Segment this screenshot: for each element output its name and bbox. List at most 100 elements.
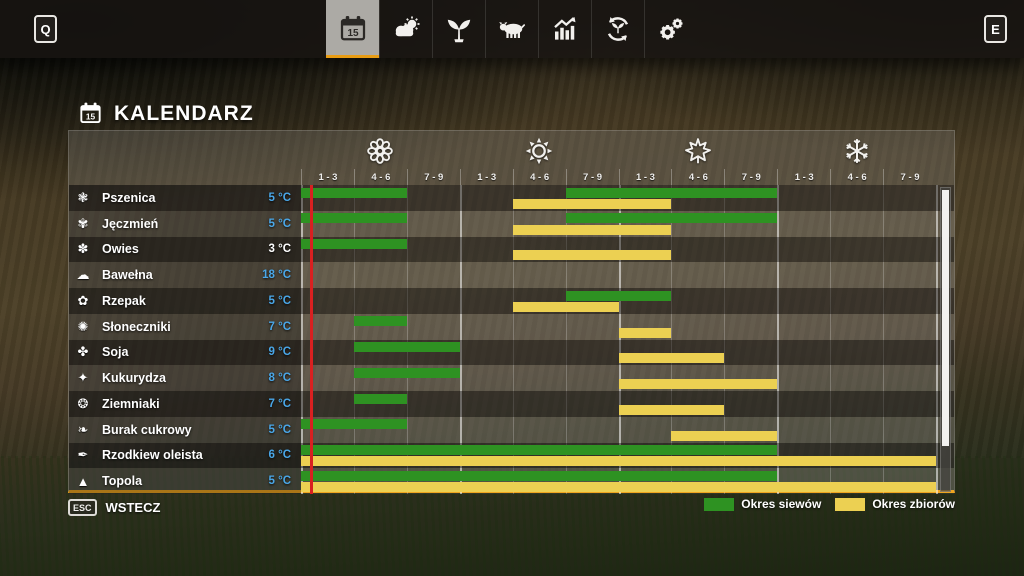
harvest-period-bar bbox=[618, 353, 725, 364]
crop-name-cell: ✽ Owies 3 °C bbox=[69, 236, 301, 263]
sow-period-bar bbox=[353, 393, 407, 404]
crop-name: Owies bbox=[102, 242, 139, 257]
legend-item: Okres siewów bbox=[704, 497, 821, 511]
crop-list[interactable]: ❃ Pszenica 5 °C ✾ Jęczmień 5 °C ✽ Owies 3 °C ☁ Baw… bbox=[69, 185, 954, 494]
crop-name: Burak cukrowy bbox=[102, 422, 192, 437]
crop-row[interactable]: ✿ Rzepak 5 °C bbox=[69, 288, 954, 314]
germination-temp: 6 °C bbox=[268, 449, 292, 462]
harvest-period-bar bbox=[512, 301, 619, 312]
germination-temp: 7 °C bbox=[268, 397, 292, 410]
period-label: 7 - 9 bbox=[724, 169, 777, 185]
crop-name-cell: ✿ Rzepak 5 °C bbox=[69, 288, 301, 314]
harvest-period-bar bbox=[512, 250, 672, 261]
crop-row[interactable]: ✤ Soja 9 °C bbox=[69, 339, 954, 366]
scrollbar[interactable] bbox=[940, 187, 951, 492]
key-hint-q[interactable]: Q bbox=[34, 15, 57, 43]
barley-icon: ✾ bbox=[77, 215, 89, 231]
period-label: 4 - 6 bbox=[512, 169, 566, 185]
sow-period-bar bbox=[301, 213, 407, 224]
crop-name-cell: ✺ Słoneczniki 7 °C bbox=[69, 313, 301, 340]
legend-item: Okres zbiorów bbox=[835, 497, 955, 511]
crop-name-cell: ❃ Pszenica 5 °C bbox=[69, 185, 301, 211]
harvest-period-bar bbox=[512, 198, 672, 209]
gear-icon bbox=[660, 18, 683, 40]
crop-row[interactable]: ▲ Topola 5 °C bbox=[69, 468, 954, 494]
corn-icon: ✦ bbox=[77, 370, 89, 386]
sow-period-bar bbox=[353, 316, 407, 327]
legend-label: Okres siewów bbox=[741, 497, 822, 511]
germination-temp: 5 °C bbox=[268, 191, 292, 204]
sugar-beet-icon: ❧ bbox=[77, 421, 89, 437]
crop-name: Rzepak bbox=[102, 293, 146, 308]
crop-row[interactable]: ☁ Bawełna 18 °C bbox=[69, 262, 954, 288]
scrollbar-thumb[interactable] bbox=[942, 190, 949, 446]
sow-period-bar bbox=[353, 367, 460, 378]
tab-settings[interactable] bbox=[644, 0, 697, 58]
autumn-leaf-icon bbox=[683, 136, 713, 171]
back-label: WSTECZ bbox=[105, 500, 161, 515]
harvest-period-bar bbox=[512, 224, 672, 235]
crop-name-cell: ✒ Rzodkiew oleista 6 °C bbox=[69, 442, 301, 469]
crop-row[interactable]: ✾ Jęczmień 5 °C bbox=[69, 210, 954, 237]
germination-temp: 5 °C bbox=[268, 423, 292, 436]
crop-row[interactable]: ✽ Owies 3 °C bbox=[69, 236, 954, 263]
crop-name-cell: ☁ Bawełna 18 °C bbox=[69, 262, 301, 288]
tab-production[interactable] bbox=[591, 0, 644, 58]
crop-name-cell: ✦ Kukurydza 8 °C bbox=[69, 365, 301, 391]
cotton-icon: ☁ bbox=[76, 267, 90, 283]
weather-icon bbox=[395, 16, 420, 37]
harvest-period-bar bbox=[301, 456, 937, 467]
current-day-marker bbox=[310, 185, 313, 494]
page-title-row: 15 KALENDARZ bbox=[78, 101, 254, 126]
footer-back[interactable]: ESC WSTECZ bbox=[68, 499, 160, 516]
harvest-period-bar bbox=[618, 404, 725, 415]
harvest-period-bar bbox=[618, 327, 672, 338]
sow-period-bar bbox=[565, 187, 778, 198]
tab-statistics[interactable] bbox=[538, 0, 591, 58]
sow-period-bar bbox=[301, 470, 778, 481]
germination-temp: 7 °C bbox=[268, 320, 292, 333]
germination-temp: 5 °C bbox=[268, 294, 292, 307]
crop-name: Bawełna bbox=[102, 268, 153, 283]
crop-row[interactable]: ❂ Ziemniaki 7 °C bbox=[69, 391, 954, 417]
sunflower-icon: ✺ bbox=[77, 318, 89, 334]
summer-sun-icon bbox=[524, 136, 554, 171]
period-label: 1 - 3 bbox=[618, 169, 672, 185]
germination-temp: 8 °C bbox=[268, 372, 292, 385]
crop-name: Topola bbox=[102, 474, 143, 489]
sow-period-bar bbox=[301, 419, 407, 430]
tab-animals[interactable] bbox=[485, 0, 538, 58]
crop-name: Ziemniaki bbox=[102, 396, 160, 411]
period-label: 7 - 9 bbox=[883, 169, 936, 185]
crop-name-cell: ❧ Burak cukrowy 5 °C bbox=[69, 416, 301, 443]
poplar-icon: ▲ bbox=[76, 473, 90, 489]
calendar-icon: 15 bbox=[80, 102, 101, 123]
period-label: 1 - 3 bbox=[777, 169, 830, 185]
period-label: 7 - 9 bbox=[406, 169, 460, 185]
period-label: 4 - 6 bbox=[830, 169, 883, 185]
crop-row[interactable]: ❃ Pszenica 5 °C bbox=[69, 185, 954, 211]
crop-name: Jęczmień bbox=[102, 216, 159, 231]
germination-temp: 5 °C bbox=[268, 217, 292, 230]
cow-icon bbox=[499, 22, 526, 38]
crop-name-cell: ❂ Ziemniaki 7 °C bbox=[69, 391, 301, 417]
tab-weather[interactable] bbox=[379, 0, 432, 58]
crop-row[interactable]: ✦ Kukurydza 8 °C bbox=[69, 365, 954, 391]
tab-crops[interactable] bbox=[432, 0, 485, 58]
oat-icon: ✽ bbox=[77, 241, 89, 257]
crop-row[interactable]: ✒ Rzodkiew oleista 6 °C bbox=[69, 442, 954, 469]
calendar-icon: 15 bbox=[340, 16, 365, 41]
tab-calendar[interactable]: 15 bbox=[326, 0, 379, 58]
key-hint-e[interactable]: E bbox=[984, 15, 1007, 43]
crop-row[interactable]: ✺ Słoneczniki 7 °C bbox=[69, 313, 954, 340]
period-label: 1 - 3 bbox=[459, 169, 513, 185]
legend-swatch bbox=[835, 497, 866, 511]
crop-name: Kukurydza bbox=[102, 371, 166, 386]
crop-row[interactable]: ❧ Burak cukrowy 5 °C bbox=[69, 416, 954, 443]
oilseed-radish-icon: ✒ bbox=[77, 447, 89, 463]
key-hint-esc[interactable]: ESC bbox=[68, 499, 97, 516]
svg-text:15: 15 bbox=[86, 111, 96, 121]
crop-name: Pszenica bbox=[102, 190, 156, 205]
